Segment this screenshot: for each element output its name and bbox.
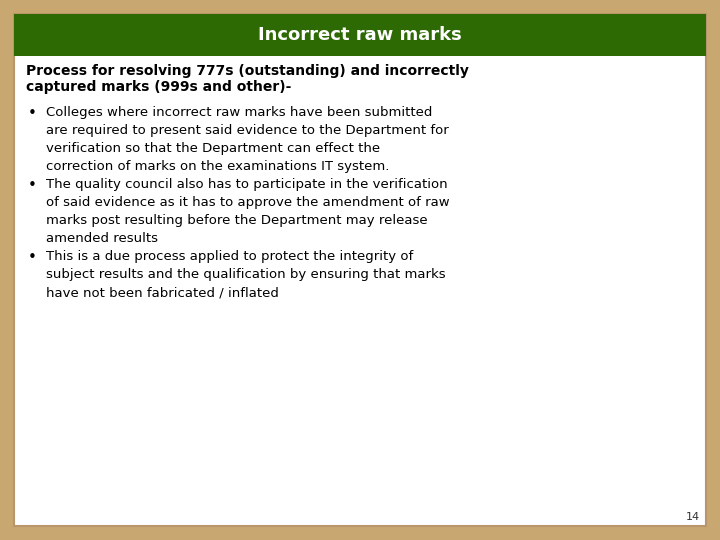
Text: Colleges where incorrect raw marks have been submitted
are required to present s: Colleges where incorrect raw marks have … [46, 106, 449, 173]
Bar [14, 14, 706, 56]
Text: Process for resolving 777s (outstanding) and incorrectly: Process for resolving 777s (outstanding)… [26, 64, 469, 78]
Text: •: • [27, 250, 37, 265]
Text: Incorrect raw marks: Incorrect raw marks [258, 26, 462, 44]
Text: captured marks (999s and other)-: captured marks (999s and other)- [26, 80, 292, 94]
Text: This is a due process applied to protect the integrity of
subject results and th: This is a due process applied to protect… [46, 250, 446, 299]
Text: •: • [27, 178, 37, 193]
Text: •: • [27, 106, 37, 121]
Text: The quality council also has to participate in the verification
of said evidence: The quality council also has to particip… [46, 178, 449, 245]
Text: 14: 14 [686, 512, 700, 522]
